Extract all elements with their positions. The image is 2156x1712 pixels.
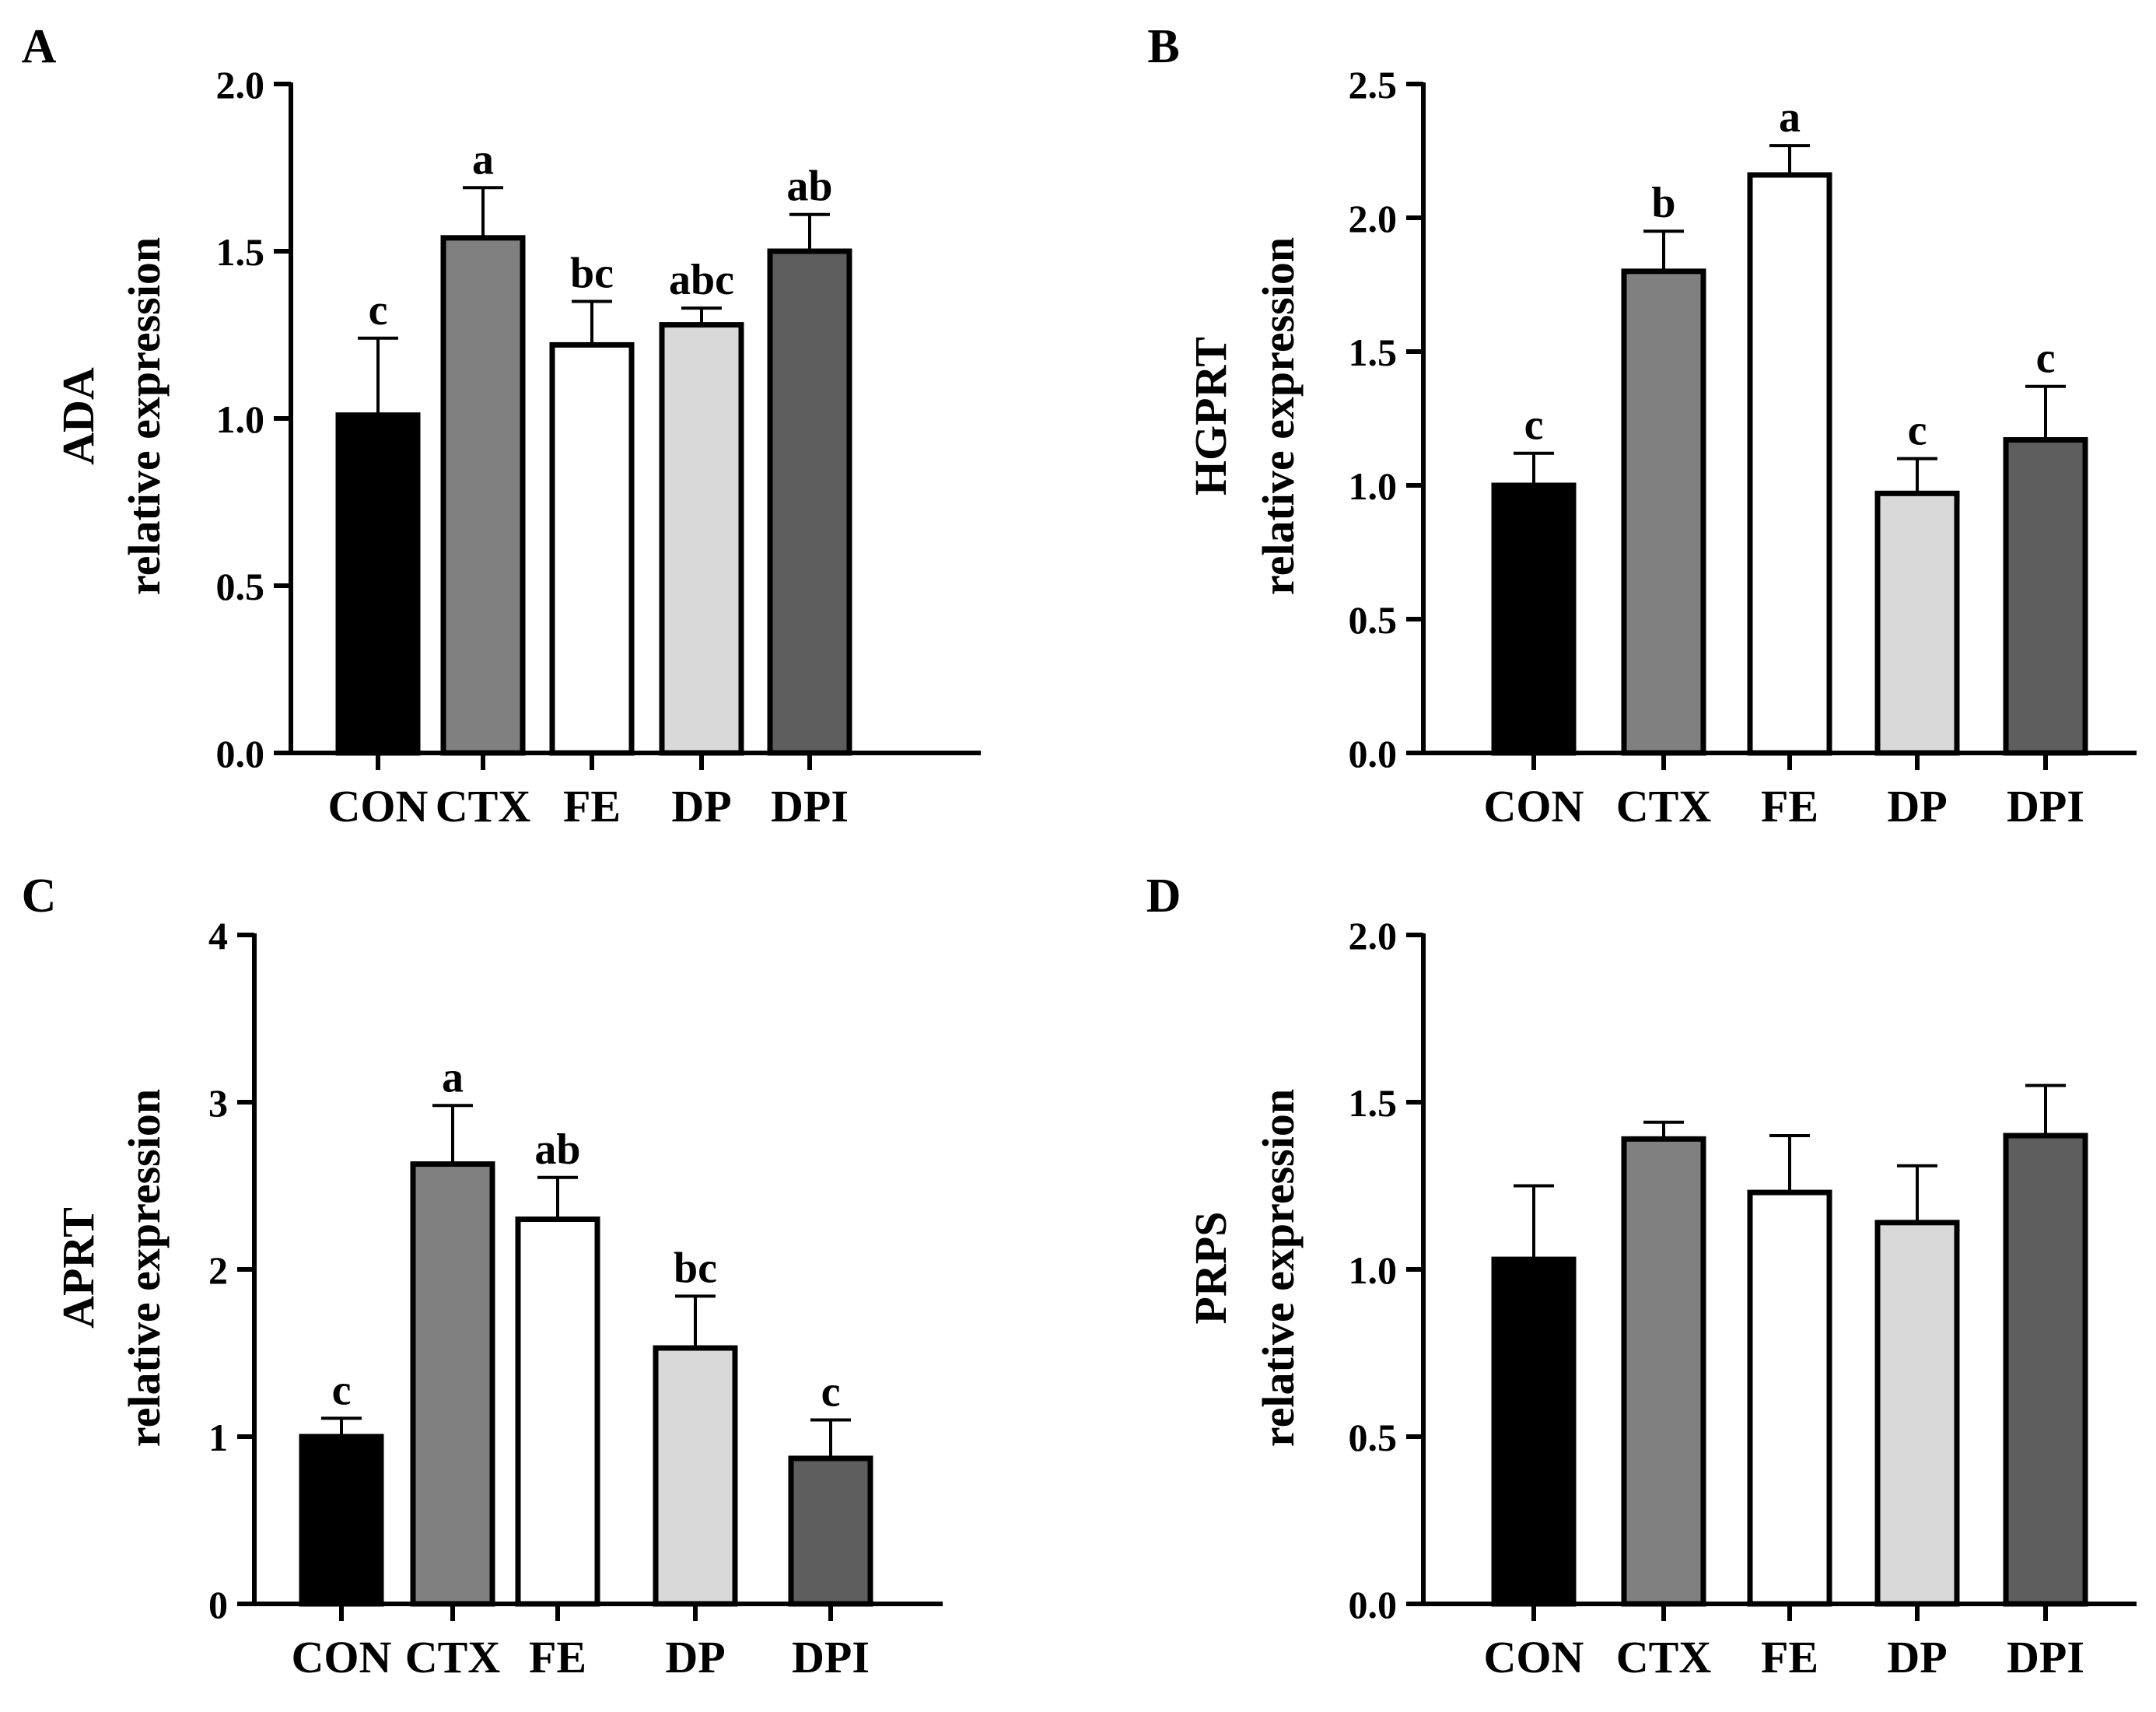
x-tick-label: FE — [1761, 1632, 1818, 1682]
bar-dp — [653, 1345, 738, 1607]
y-axis-gene-label: ADA — [53, 367, 103, 465]
y-tick-label: 2.0 — [216, 63, 265, 107]
panel-d: D PRPS relative expression 0.0 0.5 1.0 1.5 2.0 C… — [1146, 870, 2137, 1682]
x-tick-label: CTX — [405, 1632, 501, 1682]
y-axis-label: relative expression — [1253, 237, 1304, 595]
panel-c: C APRT relative expression 0 1 2 3 4 c CON a CTX ab F… — [22, 870, 943, 1682]
y-tick-label: 4 — [208, 914, 228, 958]
panel-letter: A — [22, 20, 57, 73]
x-tick-label: DPI — [2007, 1632, 2084, 1682]
y-tick-label: 1 — [208, 1416, 228, 1459]
significance-label: bc — [570, 250, 614, 298]
x-tick-label: FE — [563, 781, 621, 831]
y-tick-label: 2.0 — [1349, 914, 1398, 958]
y-axis-label: relative expression — [119, 1089, 170, 1447]
significance-label: a — [472, 135, 494, 184]
x-tick-label: DPI — [792, 1632, 870, 1682]
significance-label: b — [1651, 179, 1675, 227]
y-tick-label: 0.5 — [1349, 598, 1398, 642]
x-tick-label: CTX — [1616, 781, 1712, 831]
bar-ctx — [1621, 268, 1706, 756]
x-tick-label: CON — [1484, 1632, 1584, 1682]
x-tick-label: FE — [1761, 781, 1818, 831]
x-tick-label: DPI — [771, 781, 849, 831]
x-tick-label: CTX — [436, 781, 531, 831]
bar-fe — [1747, 172, 1832, 756]
significance-label: abc — [669, 256, 734, 304]
significance-label: c — [821, 1368, 841, 1416]
x-tick-label: DP — [665, 1632, 725, 1682]
significance-label: bc — [674, 1244, 717, 1292]
significance-label: c — [2036, 334, 2056, 383]
bar-dpi — [2003, 437, 2088, 756]
bar-dp — [1874, 490, 1960, 756]
x-tick-label: DP — [671, 781, 731, 831]
significance-label: a — [1779, 93, 1801, 142]
y-tick-label: 1.0 — [1349, 464, 1398, 508]
bar-dpi — [767, 248, 852, 756]
significance-label: ab — [534, 1126, 580, 1174]
bar-dp — [659, 322, 744, 756]
significance-label: a — [442, 1053, 464, 1101]
bar-fe — [1747, 1189, 1832, 1607]
y-tick-label: 0 — [208, 1583, 228, 1626]
y-axis-gene-label: PRPS — [1185, 1212, 1236, 1325]
y-axis-label: relative expression — [1253, 1089, 1304, 1447]
x-tick-label: DPI — [2007, 781, 2084, 831]
bar-dp — [1874, 1220, 1960, 1607]
y-tick-label: 1.5 — [1349, 1081, 1398, 1125]
y-tick-label: 2.0 — [1349, 197, 1398, 240]
y-tick-label: 3 — [208, 1081, 228, 1125]
panel-a: A ADA relative expression 0.0 0.5 1.0 1.5 2.0 c C… — [22, 20, 981, 831]
bar-dpi — [788, 1455, 873, 1607]
bar-con — [1491, 482, 1577, 756]
y-tick-label: 2.5 — [1349, 63, 1398, 107]
bar-ctx — [440, 235, 526, 756]
bar-ctx — [1621, 1136, 1706, 1607]
x-tick-label: CON — [1484, 781, 1584, 831]
bar-fe — [515, 1217, 600, 1607]
y-tick-label: 0.0 — [1349, 732, 1398, 775]
y-axis-gene-label: APRT — [53, 1207, 103, 1329]
y-tick-label: 1.0 — [216, 397, 265, 441]
y-tick-label: 2 — [208, 1248, 228, 1292]
x-tick-label: CTX — [1616, 1632, 1712, 1682]
significance-label: c — [369, 286, 388, 334]
y-tick-label: 0.5 — [1349, 1416, 1398, 1459]
bar-ctx — [410, 1161, 495, 1607]
bar-con — [335, 412, 421, 756]
panel-letter: C — [22, 870, 57, 923]
panel-letter: B — [1147, 20, 1179, 73]
panel-letter: D — [1146, 870, 1181, 923]
x-tick-label: FE — [529, 1632, 586, 1682]
x-tick-label: DP — [1887, 781, 1947, 831]
y-axis-gene-label: HGPRT — [1185, 337, 1236, 495]
panel-b: B HGPRT relative expression 0.0 0.5 1.0 1.5 2.0… — [1147, 20, 2137, 831]
significance-label: ab — [786, 163, 832, 211]
y-tick-label: 1.5 — [1349, 331, 1398, 374]
y-tick-label: 0.0 — [1349, 1583, 1398, 1626]
y-tick-label: 1.0 — [1349, 1248, 1398, 1292]
bar-con — [1491, 1256, 1577, 1607]
y-tick-label: 0.0 — [216, 732, 265, 775]
significance-label: c — [1524, 401, 1544, 450]
bar-con — [299, 1434, 384, 1607]
x-tick-label: CON — [292, 1632, 392, 1682]
x-tick-label: CON — [328, 781, 429, 831]
bar-fe — [549, 341, 635, 756]
y-tick-label: 0.5 — [216, 565, 265, 608]
y-tick-label: 1.5 — [216, 230, 265, 274]
bar-dpi — [2003, 1133, 2088, 1607]
significance-label: c — [1908, 407, 1927, 455]
x-tick-label: DP — [1887, 1632, 1947, 1682]
y-axis-label: relative expression — [119, 237, 170, 595]
significance-label: c — [332, 1366, 352, 1414]
